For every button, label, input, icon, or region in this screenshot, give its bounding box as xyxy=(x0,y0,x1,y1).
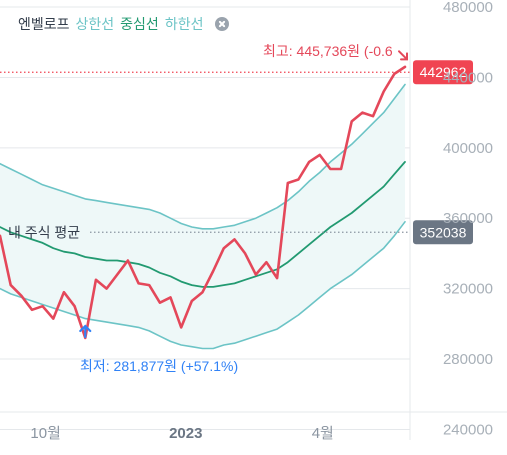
x-tick-label: 10월 xyxy=(30,425,61,442)
y-tick-label: 440000 xyxy=(443,69,493,86)
x-tick-label: 2023 xyxy=(169,425,202,442)
max-arrow-icon xyxy=(398,50,408,61)
upper-band-line xyxy=(0,83,406,230)
current-price-label: 442962 xyxy=(420,64,467,80)
y-tick-label: 240000 xyxy=(443,421,493,438)
close-icon[interactable] xyxy=(215,17,230,31)
y-tick-label: 280000 xyxy=(443,351,493,368)
center-line xyxy=(0,160,406,288)
my-average-text: 내 주식 평균 xyxy=(8,224,80,240)
y-tick-label: 360000 xyxy=(443,210,493,227)
legend-title: 엔벨로프 xyxy=(18,16,70,32)
price-line xyxy=(0,65,407,340)
legend-upper-band[interactable]: 상한선 xyxy=(75,16,115,32)
my-average-badge xyxy=(413,220,473,245)
current-price-badge xyxy=(413,60,473,85)
min-arrow-icon xyxy=(79,324,92,339)
my-average-label: 352038 xyxy=(420,224,467,240)
envelope-band xyxy=(0,84,405,349)
min-price-annotation: 최저: 281,877원 (+57.1%) xyxy=(80,358,238,374)
y-tick-label: 480000 xyxy=(443,0,493,16)
lower-band-line xyxy=(0,221,406,350)
y-tick-label: 320000 xyxy=(443,281,493,298)
y-tick-label: 400000 xyxy=(443,140,493,157)
max-price-annotation: 최고: 445,736원 (-0.6 xyxy=(263,43,393,59)
x-tick-label: 4월 xyxy=(312,425,334,442)
legend-center-line[interactable]: 중심선 xyxy=(120,16,159,32)
legend-lower-band[interactable]: 하한선 xyxy=(164,16,204,32)
chart-legend: 엔벨로프 상한선 중심선 하한선 xyxy=(18,14,230,34)
